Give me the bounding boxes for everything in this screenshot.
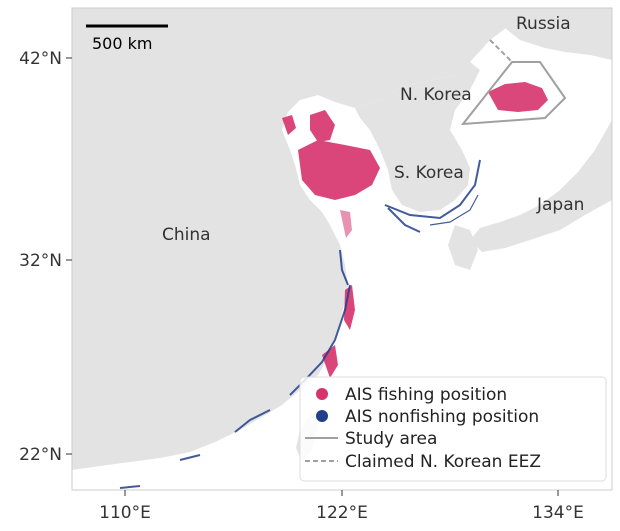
y-tick-label: 42°N: [19, 49, 62, 69]
russia-landmass: [490, 8, 612, 60]
legend-study-area-label: Study area: [345, 429, 437, 449]
y-tick-label: 22°N: [19, 445, 62, 465]
legend-fishing-marker: [316, 388, 328, 400]
legend-fishing-label: AIS fishing position: [345, 385, 507, 405]
nk-eez-boundary: [489, 39, 513, 63]
label-south-korea: S. Korea: [394, 163, 464, 183]
fishing-activity: [282, 82, 548, 378]
scale-bar-label: 500 km: [92, 34, 152, 53]
legend-nonfishing-marker: [316, 410, 328, 422]
korea-landmass: [355, 62, 480, 212]
x-tick-label: 122°E: [316, 503, 368, 523]
label-china: China: [162, 225, 211, 245]
legend-box: [299, 376, 607, 482]
x-tick-label: 110°E: [99, 503, 151, 523]
legend-eez-label: Claimed N. Korean EEZ: [345, 452, 541, 472]
japan-kyushu: [448, 225, 478, 270]
y-tick-label: 32°N: [19, 251, 62, 271]
x-tick-label: 134°E: [532, 503, 584, 523]
china-landmass: [72, 8, 510, 470]
study-area-boundary: [460, 61, 567, 126]
legend: AIS fishing position AIS nonfishing posi…: [299, 376, 607, 482]
japan-landmass: [470, 120, 612, 252]
label-russia: Russia: [516, 14, 571, 34]
label-japan: Japan: [536, 195, 584, 215]
label-north-korea: N. Korea: [400, 85, 472, 105]
legend-nonfishing-label: AIS nonfishing position: [345, 407, 539, 427]
